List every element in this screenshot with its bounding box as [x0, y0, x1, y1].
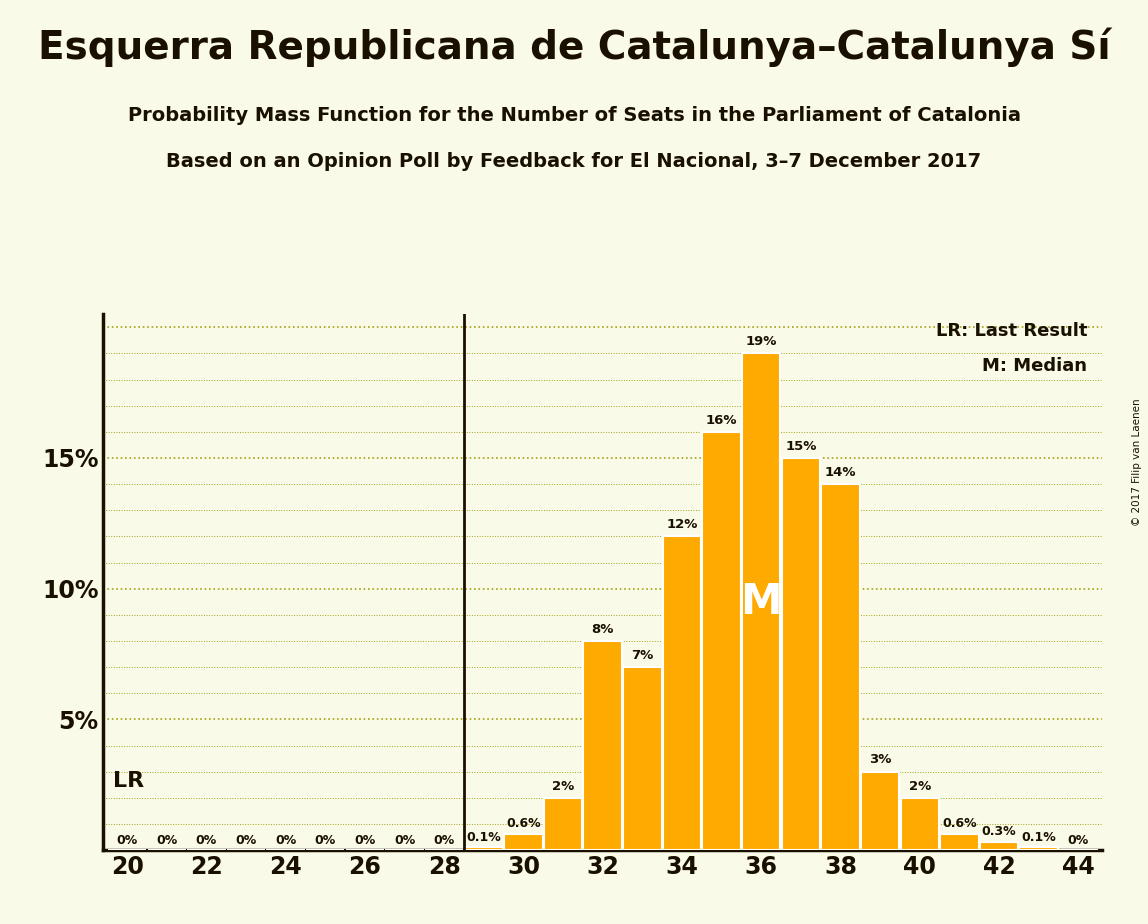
Text: 8%: 8%	[591, 623, 614, 636]
Bar	[861, 772, 899, 850]
Text: 0.6%: 0.6%	[506, 818, 541, 831]
Text: 0.3%: 0.3%	[982, 825, 1016, 838]
Bar	[623, 667, 661, 850]
Text: M: M	[740, 580, 782, 623]
Text: 0.1%: 0.1%	[1022, 831, 1056, 844]
Text: M: Median: M: Median	[982, 357, 1087, 375]
Text: 14%: 14%	[824, 466, 856, 479]
Text: 0.1%: 0.1%	[466, 831, 502, 844]
Bar	[742, 353, 781, 850]
Text: 12%: 12%	[666, 518, 698, 531]
Bar	[940, 834, 978, 850]
Bar	[583, 641, 622, 850]
Bar	[1019, 847, 1058, 850]
Text: 0%: 0%	[434, 834, 455, 847]
Text: 0%: 0%	[196, 834, 217, 847]
Bar	[662, 536, 701, 850]
Text: 16%: 16%	[706, 414, 737, 427]
Text: 0%: 0%	[116, 834, 138, 847]
Bar	[504, 834, 543, 850]
Text: 0%: 0%	[355, 834, 375, 847]
Text: 0%: 0%	[315, 834, 336, 847]
Text: 0%: 0%	[156, 834, 177, 847]
Bar	[544, 797, 582, 850]
Text: 3%: 3%	[869, 753, 891, 766]
Text: 0%: 0%	[235, 834, 257, 847]
Bar	[979, 843, 1018, 850]
Text: 15%: 15%	[785, 440, 816, 453]
Bar	[821, 484, 860, 850]
Text: 0%: 0%	[1068, 834, 1089, 847]
Text: 0.6%: 0.6%	[943, 818, 977, 831]
Text: 0%: 0%	[394, 834, 416, 847]
Text: 2%: 2%	[908, 780, 931, 793]
Bar	[900, 797, 939, 850]
Text: 0%: 0%	[276, 834, 296, 847]
Text: Based on an Opinion Poll by Feedback for El Nacional, 3–7 December 2017: Based on an Opinion Poll by Feedback for…	[166, 152, 982, 172]
Text: 2%: 2%	[552, 780, 574, 793]
Text: 7%: 7%	[631, 649, 653, 662]
Text: Esquerra Republicana de Catalunya–Catalunya Sí: Esquerra Republicana de Catalunya–Catalu…	[38, 28, 1110, 67]
Text: 19%: 19%	[745, 335, 777, 348]
Text: LR: LR	[114, 772, 145, 791]
Text: © 2017 Filip van Laenen: © 2017 Filip van Laenen	[1132, 398, 1142, 526]
Text: LR: Last Result: LR: Last Result	[936, 322, 1087, 340]
Bar	[703, 432, 740, 850]
Bar	[782, 458, 820, 850]
Bar	[465, 847, 503, 850]
Text: Probability Mass Function for the Number of Seats in the Parliament of Catalonia: Probability Mass Function for the Number…	[127, 106, 1021, 126]
